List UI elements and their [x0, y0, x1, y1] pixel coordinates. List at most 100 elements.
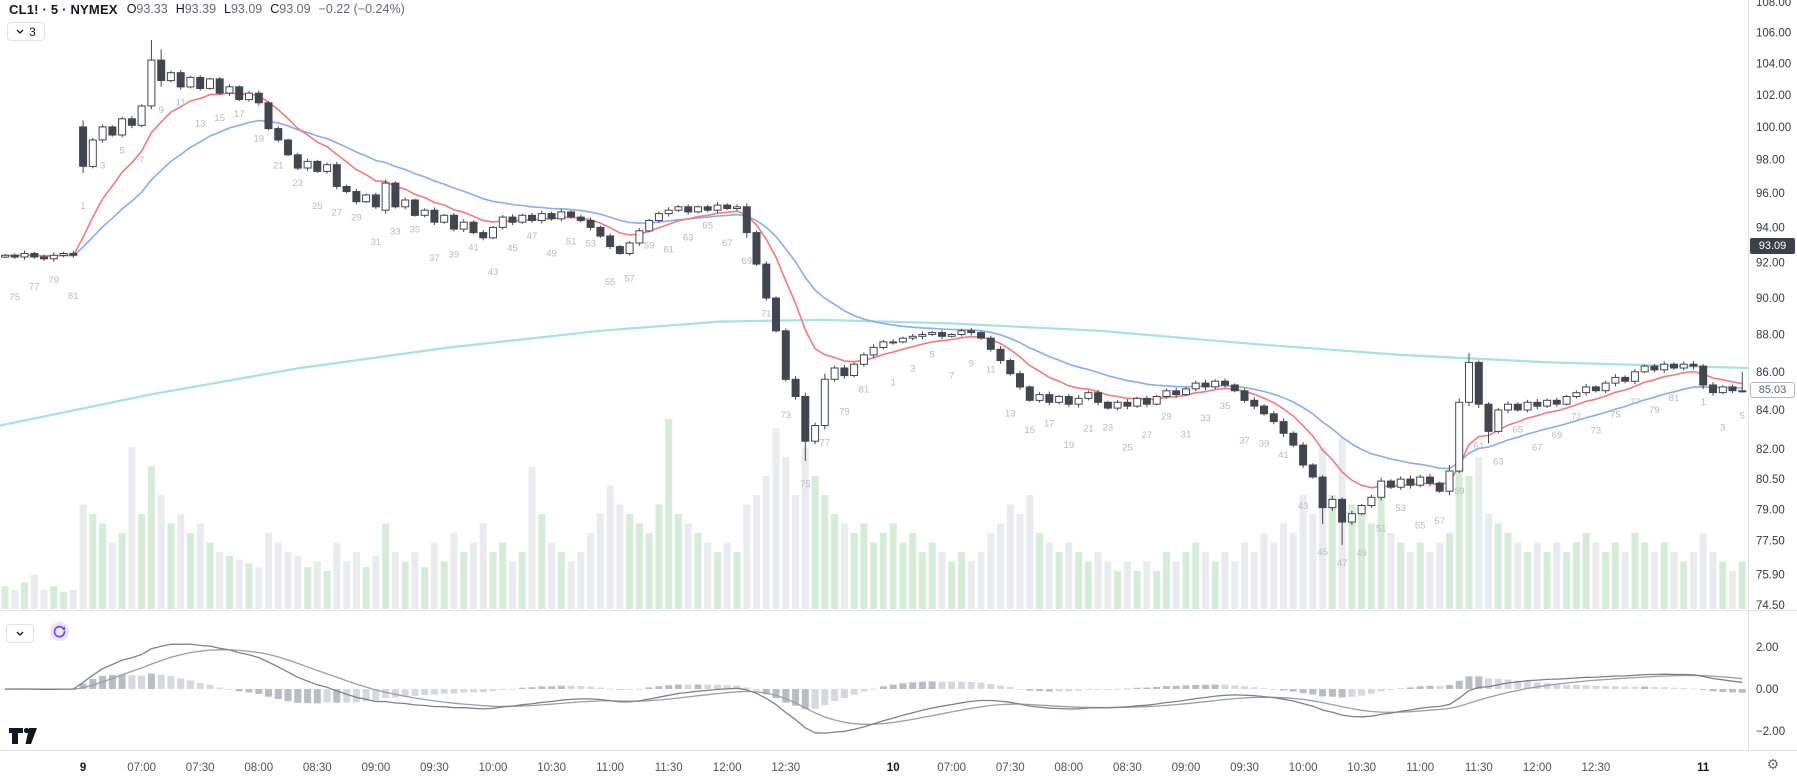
svg-text:86.00: 86.00 [1756, 367, 1785, 379]
svg-text:53: 53 [1395, 503, 1406, 514]
svg-text:41: 41 [468, 242, 479, 253]
svg-text:81: 81 [859, 385, 870, 396]
chevron-down-icon [16, 631, 24, 636]
svg-text:19: 19 [1064, 440, 1075, 451]
svg-text:10:00: 10:00 [479, 762, 508, 774]
high-value: 93.39 [184, 2, 217, 16]
svg-text:2.00: 2.00 [1756, 642, 1778, 654]
svg-text:29: 29 [1161, 412, 1172, 423]
svg-text:92.00: 92.00 [1756, 257, 1785, 269]
svg-text:53: 53 [585, 238, 596, 249]
svg-text:1: 1 [891, 378, 896, 389]
close-value: 93.09 [279, 2, 311, 16]
svg-text:96.00: 96.00 [1756, 188, 1785, 200]
svg-text:17: 17 [1044, 418, 1055, 429]
svg-text:1: 1 [80, 201, 85, 212]
svg-text:−2.00: −2.00 [1756, 726, 1785, 738]
svg-text:37: 37 [1239, 436, 1250, 447]
svg-text:09:30: 09:30 [420, 762, 449, 774]
svg-text:5: 5 [119, 145, 124, 156]
macd-axis[interactable]: 2.00 0.00 −2.00 [1756, 642, 1785, 738]
svg-text:3: 3 [100, 161, 105, 172]
svg-text:08:30: 08:30 [1113, 762, 1142, 774]
symbol-title[interactable]: CL1! · 5 · NYMEX [9, 1, 118, 17]
svg-text:102.00: 102.00 [1756, 90, 1791, 102]
svg-text:75: 75 [1610, 409, 1621, 420]
indicator-pane-collapse-button[interactable] [6, 624, 34, 643]
secondary-price-badge: 85.03 [1750, 382, 1795, 398]
svg-text:67: 67 [722, 238, 733, 249]
svg-text:65: 65 [702, 220, 713, 231]
svg-text:65: 65 [1513, 425, 1524, 436]
svg-text:9: 9 [159, 105, 164, 116]
indicator-refresh-button[interactable] [50, 622, 69, 641]
svg-text:11: 11 [1697, 762, 1710, 774]
chevron-down-icon [16, 29, 24, 34]
tradingview-logo[interactable] [8, 726, 38, 746]
price-axis[interactable]: 108.00 106.00 104.00 102.00 100.00 98.00 96.00… [1756, 0, 1791, 612]
macd-pane [1, 643, 1746, 734]
svg-text:94.00: 94.00 [1756, 222, 1785, 234]
svg-text:33: 33 [1200, 413, 1211, 424]
svg-text:106.00: 106.00 [1756, 27, 1791, 39]
svg-text:74.50: 74.50 [1756, 600, 1785, 612]
ohlc-values: O93.33 H93.39 L93.09 C93.09 −0.22 (−0.24… [126, 2, 405, 16]
svg-text:11:00: 11:00 [596, 762, 624, 774]
svg-text:61: 61 [1473, 441, 1484, 452]
svg-text:67: 67 [1532, 442, 1543, 453]
svg-text:11:30: 11:30 [655, 762, 683, 774]
objects-count-button[interactable]: 3 [7, 22, 45, 41]
svg-text:100.00: 100.00 [1756, 122, 1791, 134]
svg-text:13: 13 [1005, 409, 1016, 420]
svg-text:37: 37 [429, 253, 440, 264]
time-axis[interactable]: 9 07:00 07:30 08:00 08:30 09:00 09:30 10:00 10:3… [80, 762, 1710, 774]
svg-text:49: 49 [546, 249, 557, 260]
svg-text:25: 25 [312, 201, 323, 212]
svg-text:45: 45 [507, 243, 518, 254]
svg-text:79: 79 [49, 275, 60, 286]
svg-text:07:00: 07:00 [127, 762, 156, 774]
svg-text:25: 25 [1122, 442, 1133, 453]
svg-text:75.90: 75.90 [1756, 570, 1785, 582]
svg-text:08:30: 08:30 [303, 762, 332, 774]
svg-text:3: 3 [1720, 422, 1725, 433]
sma-long-line [0, 318, 1748, 427]
svg-text:19: 19 [253, 134, 264, 145]
svg-text:11: 11 [176, 98, 186, 109]
volume-layer [1, 419, 1746, 609]
svg-text:55: 55 [605, 277, 616, 288]
svg-text:12:30: 12:30 [1582, 762, 1611, 774]
svg-text:82.00: 82.00 [1756, 444, 1785, 456]
svg-text:9: 9 [80, 762, 86, 774]
gear-icon[interactable]: ⚙ [1766, 756, 1780, 772]
svg-text:69: 69 [1552, 430, 1563, 441]
svg-text:63: 63 [1493, 457, 1504, 468]
svg-text:08:00: 08:00 [244, 762, 273, 774]
svg-text:13: 13 [195, 119, 206, 130]
svg-text:79: 79 [839, 407, 850, 418]
svg-text:3: 3 [910, 363, 915, 374]
svg-text:59: 59 [644, 240, 655, 251]
svg-text:47: 47 [1337, 558, 1348, 569]
refresh-icon [53, 625, 66, 638]
svg-text:7: 7 [139, 155, 144, 166]
svg-text:27: 27 [332, 207, 343, 218]
symbol-legend: CL1! · 5 · NYMEX O93.33 H93.39 L93.09 C9… [9, 1, 405, 17]
svg-text:47: 47 [527, 231, 538, 242]
svg-text:11:00: 11:00 [1406, 762, 1434, 774]
svg-text:43: 43 [488, 267, 499, 278]
svg-text:77.50: 77.50 [1756, 536, 1785, 548]
svg-text:81: 81 [68, 291, 79, 302]
svg-text:0.00: 0.00 [1756, 684, 1778, 696]
svg-text:29: 29 [351, 212, 362, 223]
open-value: 93.33 [136, 2, 168, 16]
svg-text:7: 7 [949, 371, 954, 382]
svg-text:15: 15 [214, 113, 225, 124]
svg-text:77: 77 [1630, 397, 1641, 408]
svg-text:71: 71 [761, 309, 772, 320]
svg-text:57: 57 [1434, 516, 1445, 527]
svg-text:108.00: 108.00 [1756, 0, 1791, 9]
